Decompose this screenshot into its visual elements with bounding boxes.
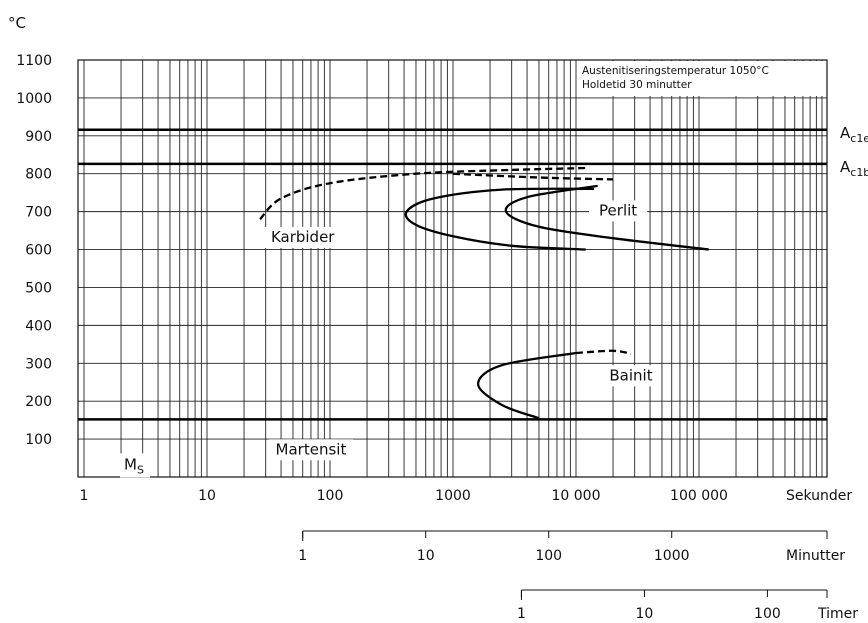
y-tick-label: 300 xyxy=(25,356,52,372)
tick-label-sekunder: 100 xyxy=(317,488,344,504)
tick-label-timer: 100 xyxy=(754,606,781,622)
region-label-bainit: Bainit xyxy=(609,366,652,384)
y-tick-label: 200 xyxy=(25,394,52,410)
annotation-box: Austenitiseringstemperatur 1050°C Holdet… xyxy=(577,61,826,96)
curve-perlit-start xyxy=(404,187,595,251)
curve-karbider xyxy=(259,166,586,221)
annotation-line-1: Austenitiseringstemperatur 1050°C xyxy=(582,65,769,77)
curve-bainit-dashed xyxy=(575,349,632,355)
reference-lines xyxy=(78,128,827,421)
plot-border xyxy=(77,59,828,478)
unit-label-timer: Timer xyxy=(817,606,858,622)
tick-label-sekunder: 10 000 xyxy=(552,488,601,504)
tick-label-sekunder: 100 000 xyxy=(670,488,728,504)
y-tick-label: 400 xyxy=(25,318,52,334)
ms-label: MS xyxy=(124,455,144,476)
y-tick-label: 600 xyxy=(25,243,52,259)
plot-frame xyxy=(77,59,828,478)
annotation-line-2: Holdetid 30 minutter xyxy=(582,79,692,91)
region-label-karbider: Karbider xyxy=(271,228,335,246)
y-tick-label: 800 xyxy=(25,167,52,183)
tick-label-sekunder: 1000 xyxy=(435,488,471,504)
tick-label-minutter: 100 xyxy=(535,548,562,564)
annotation-box-bg xyxy=(577,61,826,96)
curve-bainit-start xyxy=(476,351,577,420)
curve-perlit-slutt xyxy=(504,184,709,251)
label-ac1e: Ac1e xyxy=(840,124,868,145)
y-tick-label: 700 xyxy=(25,205,52,221)
region-label-bg xyxy=(264,226,341,248)
time-axes: 1 10 100 1000 10 000 100 000 Sekunder 1 10 100 100… xyxy=(80,488,859,622)
curve-perlit-start-dashed xyxy=(452,172,614,181)
unit-label-sekunder: Sekunder xyxy=(786,488,852,504)
tick-label-minutter: 1000 xyxy=(654,548,690,564)
ms-label-bg xyxy=(120,453,150,478)
region-label-bg xyxy=(268,439,354,461)
region-label-perlit: Perlit xyxy=(599,201,637,219)
unit-label-minutter: Minutter xyxy=(786,548,845,564)
tick-label-minutter: 1 xyxy=(298,548,307,564)
y-unit-label: °C xyxy=(8,14,26,32)
grid xyxy=(78,60,827,477)
tick-label-sekunder: 10 xyxy=(198,488,216,504)
region-label-bg xyxy=(589,200,648,222)
tick-label-minutter: 10 xyxy=(417,548,435,564)
region-label-bg xyxy=(601,365,661,387)
tick-label-sekunder: 1 xyxy=(80,488,89,504)
y-tick-label: 900 xyxy=(25,129,52,145)
y-tick-label: 1100 xyxy=(16,53,52,69)
region-label-martensit: Martensit xyxy=(276,440,347,458)
label-ac1b: Ac1b xyxy=(840,158,868,179)
y-tick-label: 100 xyxy=(25,432,52,448)
chart-labels: 100 200 300 400 500 600 700 800 900 1000 1100 Ac1e A… xyxy=(16,53,868,478)
tick-label-timer: 1 xyxy=(517,606,526,622)
y-tick-label: 1000 xyxy=(16,91,52,107)
y-tick-label: 500 xyxy=(25,280,52,296)
transformation-curves xyxy=(259,166,709,420)
tick-label-timer: 10 xyxy=(636,606,654,622)
